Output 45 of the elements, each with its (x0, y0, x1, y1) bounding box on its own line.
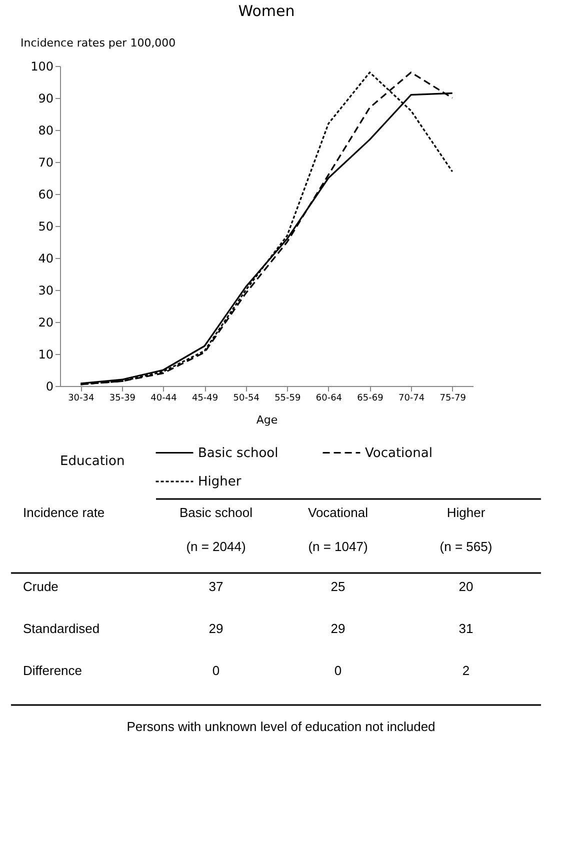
x-axis-title: Age (256, 414, 278, 426)
text: 2 (462, 663, 470, 678)
text: 37 (208, 579, 224, 594)
text: Persons with unknown level of education not included (126, 719, 436, 734)
x-tick-label: 65-69 (357, 394, 384, 404)
x-tick-label: 55-59 (274, 394, 301, 404)
y-tick-label: 50 (38, 220, 54, 234)
text: Difference (23, 663, 82, 678)
text: Crude (23, 579, 58, 594)
y-tick-label: 30 (38, 284, 54, 298)
y-tick-label: 70 (38, 156, 54, 170)
text: 29 (208, 621, 224, 636)
y-tick-label: 80 (38, 124, 54, 138)
legend-label: Vocational (365, 446, 432, 461)
y-tick-label: 90 (38, 92, 54, 106)
x-tick-label: 35-39 (109, 394, 136, 404)
text: 20 (458, 579, 474, 594)
text: Vocational (n = 1047) (308, 505, 368, 554)
y-tick-label: 0 (46, 380, 54, 394)
text: Higher (n = 565) (440, 505, 492, 554)
y-axis-title: Incidence rates per 100,000 (20, 36, 176, 50)
chart-title: Women (238, 2, 295, 20)
y-tick-label: 10 (38, 348, 54, 362)
text: Standardised (23, 621, 100, 636)
x-tick-label: 50-54 (233, 394, 260, 404)
y-tick-label: 100 (30, 60, 54, 74)
legend-label: Higher (198, 474, 242, 490)
x-tick-label: 40-44 (150, 394, 178, 404)
x-tick-label: 75-79 (440, 394, 466, 404)
text: 0 (334, 663, 342, 678)
text: 25 (330, 579, 346, 594)
y-tick-label: 60 (38, 188, 54, 202)
x-tick-label: 60-64 (316, 394, 342, 404)
x-tick-label: 45-49 (192, 394, 218, 404)
text: 0 (212, 663, 220, 678)
text: Basic school (n = 2044) (180, 505, 252, 554)
y-tick-label: 20 (38, 316, 54, 330)
text: 31 (458, 621, 474, 636)
x-tick-label: 30-34 (68, 394, 94, 404)
text: 29 (330, 621, 346, 636)
legend-label: Basic school (198, 446, 278, 461)
text: Incidence rate (23, 505, 105, 520)
y-tick-label: 40 (38, 252, 54, 266)
x-tick-label: 70-74 (398, 394, 425, 404)
legend-title: Education (60, 454, 125, 469)
